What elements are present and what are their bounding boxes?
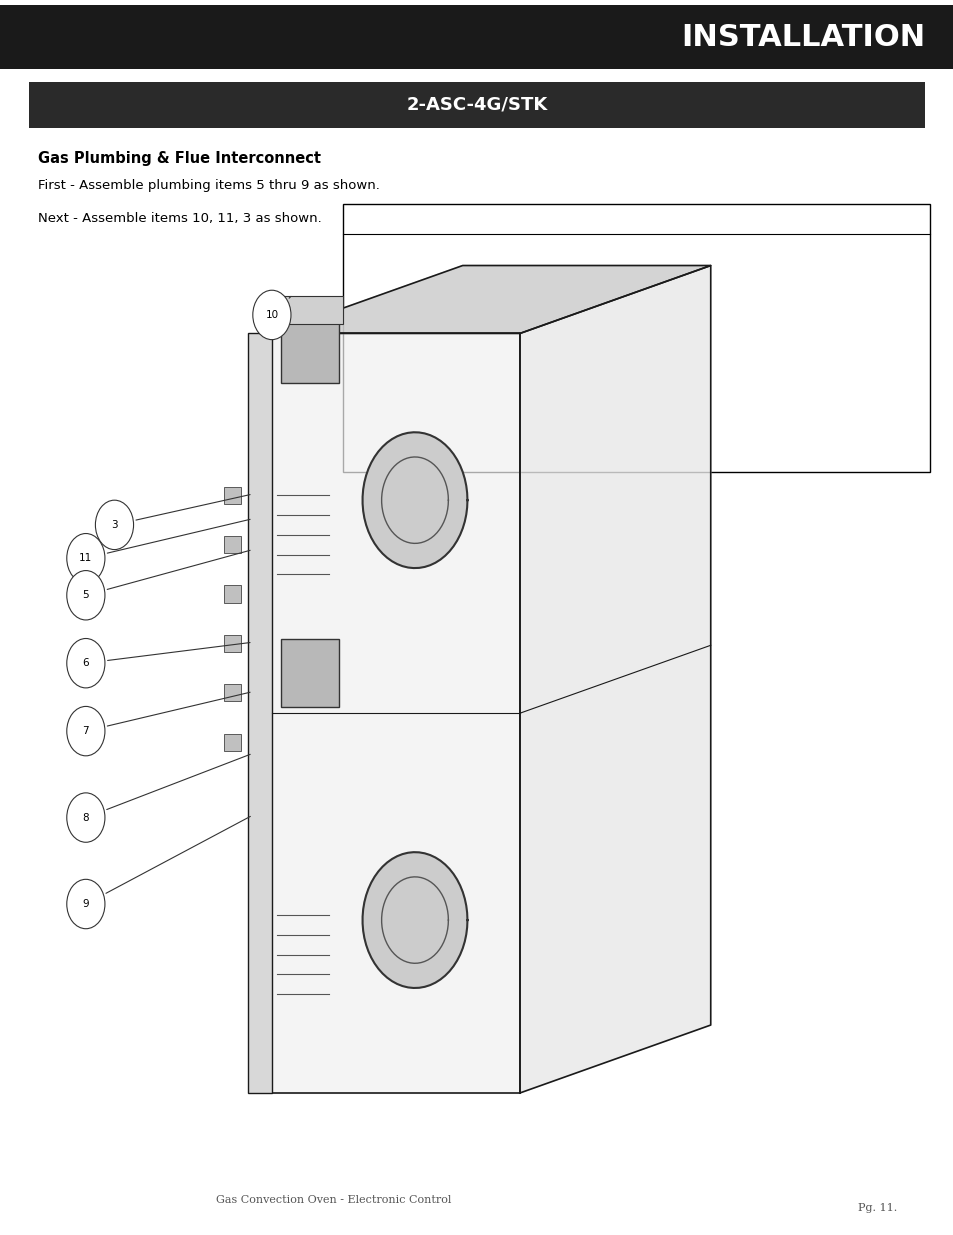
Text: FITTING, TEE 3/4" NPT: FITTING, TEE 3/4" NPT (492, 363, 614, 373)
Circle shape (253, 290, 291, 340)
Text: 24: 24 (883, 243, 898, 253)
FancyBboxPatch shape (281, 315, 338, 383)
Text: 9: 9 (348, 393, 355, 403)
Text: 5: 5 (83, 590, 89, 600)
FancyBboxPatch shape (224, 734, 241, 751)
Text: FITTING, UNION 3/4" NPT: FITTING, UNION 3/4" NPT (492, 303, 630, 312)
Text: 1004373: 1004373 (406, 452, 456, 462)
Text: 1: 1 (891, 393, 898, 403)
Text: 3/4" MANIFOLD PIPE: 3/4" MANIFOLD PIPE (492, 393, 604, 403)
Text: 5: 5 (348, 273, 355, 283)
Text: 8: 8 (83, 813, 89, 823)
Text: 11: 11 (348, 452, 362, 462)
Text: Gas Convection Oven - Electronic Control: Gas Convection Oven - Electronic Control (216, 1195, 451, 1205)
Text: 9: 9 (83, 899, 89, 909)
Circle shape (67, 793, 105, 842)
FancyBboxPatch shape (224, 536, 241, 553)
Text: 2: 2 (891, 452, 898, 462)
FancyBboxPatch shape (0, 5, 953, 69)
Text: 3/4" MANIFOLD PIPE: 3/4" MANIFOLD PIPE (492, 332, 604, 343)
Text: Item No.: Item No. (348, 212, 395, 222)
Polygon shape (272, 333, 519, 1093)
Text: 6: 6 (348, 303, 355, 312)
FancyBboxPatch shape (248, 333, 272, 1093)
Circle shape (67, 571, 105, 620)
Circle shape (95, 500, 133, 550)
Text: Part No.: Part No. (406, 212, 451, 222)
Text: 2-ASC-4G/STK: 2-ASC-4G/STK (406, 96, 547, 114)
Text: 11: 11 (79, 553, 92, 563)
Text: 8: 8 (348, 363, 355, 373)
Circle shape (67, 706, 105, 756)
FancyBboxPatch shape (224, 635, 241, 652)
Text: 10: 10 (348, 422, 362, 432)
Text: 1004372: 1004372 (406, 422, 456, 432)
Text: FT-26488: FT-26488 (406, 303, 457, 312)
Polygon shape (362, 432, 467, 568)
FancyBboxPatch shape (276, 296, 343, 324)
Circle shape (67, 534, 105, 583)
Text: OUTER FLUE BOX, DBL STACK: OUTER FLUE BOX, DBL STACK (492, 422, 655, 432)
Text: 1: 1 (891, 273, 898, 283)
FancyBboxPatch shape (29, 82, 924, 128)
Text: Qty.: Qty. (877, 212, 898, 222)
Text: PP-26529: PP-26529 (406, 332, 459, 343)
Text: 6: 6 (83, 658, 89, 668)
Text: CAP, FLUE BOX, DBL STACK: CAP, FLUE BOX, DBL STACK (492, 452, 642, 462)
Text: 1: 1 (891, 332, 898, 343)
Text: 3: 3 (348, 243, 355, 253)
Text: Gas Plumbing & Flue Interconnect: Gas Plumbing & Flue Interconnect (38, 151, 321, 165)
Text: FT-26487: FT-26487 (406, 363, 457, 373)
Text: 7: 7 (83, 726, 89, 736)
FancyBboxPatch shape (281, 640, 338, 706)
Text: First - Assemble plumbing items 5 thru 9 as shown.: First - Assemble plumbing items 5 thru 9… (38, 179, 379, 193)
Text: Pg. 11.: Pg. 11. (857, 1203, 897, 1213)
Text: 7: 7 (348, 332, 355, 343)
Polygon shape (362, 852, 467, 988)
Text: 3: 3 (112, 520, 117, 530)
FancyBboxPatch shape (224, 487, 241, 504)
Circle shape (67, 638, 105, 688)
Text: Description: Description (492, 212, 555, 222)
FancyBboxPatch shape (343, 204, 929, 472)
Circle shape (67, 879, 105, 929)
Polygon shape (272, 266, 710, 333)
Text: 1: 1 (891, 363, 898, 373)
Text: EB-26489: EB-26489 (406, 273, 460, 283)
Text: 2: 2 (891, 422, 898, 432)
Text: Next - Assemble items 10, 11, 3 as shown.: Next - Assemble items 10, 11, 3 as shown… (38, 212, 321, 226)
Text: ELBOW 90 DEG STREET 3/4 NPT: ELBOW 90 DEG STREET 3/4 NPT (492, 273, 669, 283)
Text: SC-26520: SC-26520 (406, 243, 460, 253)
Text: 1: 1 (891, 303, 898, 312)
Text: SCREW. #10 SMS .5LG: SCREW. #10 SMS .5LG (492, 243, 618, 253)
Polygon shape (519, 266, 710, 1093)
Text: PP-26528: PP-26528 (406, 393, 459, 403)
FancyBboxPatch shape (224, 684, 241, 701)
FancyBboxPatch shape (224, 585, 241, 603)
Text: 10: 10 (265, 310, 278, 320)
Text: INSTALLATION: INSTALLATION (680, 22, 924, 52)
